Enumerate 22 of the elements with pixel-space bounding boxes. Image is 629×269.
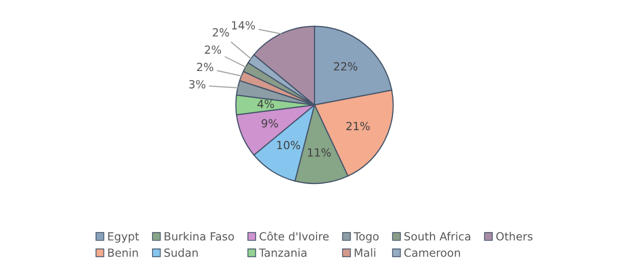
legend-label: Benin [108,248,138,257]
data-label: 10% [277,140,300,150]
legend-label: Tanzania [258,248,306,257]
data-label: 9% [262,119,278,128]
data-label: 4% [257,100,274,108]
legend-label: Côte d'Ivoire [260,231,329,241]
data-label: 11% [308,148,331,157]
data-label: 3% [189,80,206,88]
data-label: 21% [346,122,370,130]
legend-label: Cameroon [404,248,460,257]
legend-label: South Africa [404,232,470,241]
data-label: 2% [197,62,214,72]
data-label: 2% [212,28,229,37]
legend-label: Sudan [164,248,198,257]
legend-label: Togo [354,232,379,243]
data-label: 14% [232,21,255,30]
legend-label: Egypt [108,232,139,243]
legend-label: Mali [354,248,376,257]
legend-label: Burkina Faso [164,232,234,241]
data-label: 22% [334,62,358,71]
data-label: 2% [204,45,222,54]
legend-label: Others [496,232,532,241]
